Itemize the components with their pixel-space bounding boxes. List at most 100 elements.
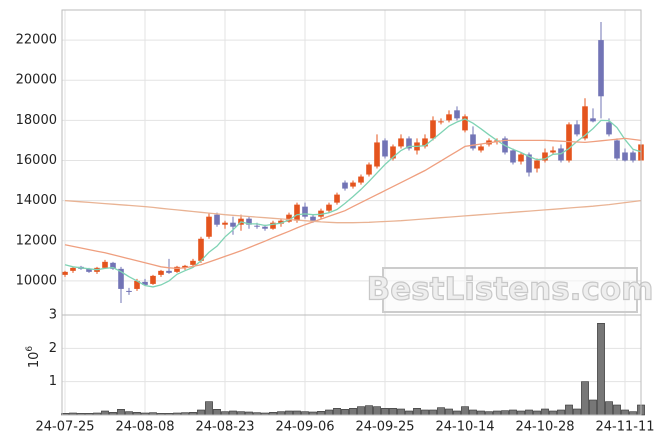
candle-body xyxy=(310,216,316,221)
candle-body xyxy=(206,216,212,237)
candle-body xyxy=(222,222,228,225)
candle-body xyxy=(246,218,252,225)
volume-bar xyxy=(325,409,333,416)
volume-bar xyxy=(349,408,357,416)
volume-bar xyxy=(573,408,581,416)
candle-body xyxy=(534,160,540,169)
volume-bar xyxy=(549,410,557,416)
volume-bar xyxy=(533,410,541,416)
candle-body xyxy=(62,271,68,275)
volume-bar xyxy=(229,410,237,416)
volume-bar xyxy=(389,408,397,416)
volume-bar xyxy=(213,409,221,416)
x-tick-label: 24-08-23 xyxy=(195,420,254,435)
volume-bar xyxy=(437,407,445,416)
volume-bar xyxy=(285,410,293,416)
candle-body xyxy=(302,206,308,217)
candle-body xyxy=(326,204,332,211)
offset-base: 10 xyxy=(27,352,42,369)
x-tick-label: 24-09-06 xyxy=(275,420,334,435)
volume-bar xyxy=(461,406,469,416)
candle-body xyxy=(454,110,460,119)
y-tick-label: 1 xyxy=(49,374,57,389)
volume-bar xyxy=(429,409,437,416)
candle-body xyxy=(478,146,484,151)
candle-body xyxy=(270,222,276,229)
volume-bar xyxy=(493,410,501,416)
candle-body xyxy=(558,148,564,161)
moving-average xyxy=(64,118,642,288)
candle-body xyxy=(230,222,236,227)
volume-bar xyxy=(605,401,613,416)
candle-body xyxy=(422,138,428,147)
x-tick-label: 24-10-14 xyxy=(435,420,494,435)
y-tick-label: 3 xyxy=(49,308,57,323)
candle-body xyxy=(430,120,436,139)
volume-bar xyxy=(117,409,125,416)
candle-body xyxy=(158,270,164,275)
volume-bar xyxy=(373,406,381,416)
candle-body xyxy=(134,280,140,289)
volume-bar xyxy=(357,406,365,416)
moving-average xyxy=(64,137,642,270)
volume-bar xyxy=(397,408,405,416)
candle-body xyxy=(214,214,220,225)
candle-body xyxy=(374,142,380,167)
candle-body xyxy=(182,265,188,268)
volume-bar xyxy=(413,408,421,416)
moving-average xyxy=(64,199,642,224)
candle-body xyxy=(446,114,452,121)
volume-bar xyxy=(621,409,629,416)
volume-bar xyxy=(565,404,573,416)
candle-body xyxy=(278,220,284,224)
y-tick-label: 2 xyxy=(49,341,57,356)
volume-bar xyxy=(293,410,301,416)
candle-body xyxy=(462,116,468,131)
watermark-box xyxy=(382,267,638,313)
volume-bar xyxy=(509,409,517,416)
y-tick-label: 12000 xyxy=(16,233,57,248)
volume-bar xyxy=(469,409,477,416)
candle-body xyxy=(470,134,476,149)
volume-bar xyxy=(197,409,205,416)
volume-panel xyxy=(61,323,645,416)
candle-body xyxy=(366,164,372,175)
candle-body xyxy=(518,154,524,162)
price-panel xyxy=(62,22,644,303)
candle-body xyxy=(102,261,108,268)
grid xyxy=(62,10,641,415)
candle-body xyxy=(550,150,556,153)
candle-body xyxy=(390,146,396,159)
candle-body xyxy=(406,138,412,149)
volume-bar xyxy=(333,408,341,416)
candle-body xyxy=(566,124,572,161)
x-tick-label: 24-08-08 xyxy=(115,420,174,435)
candle-body xyxy=(606,122,612,135)
y-tick-label: 20000 xyxy=(16,73,57,88)
volume-bar xyxy=(421,409,429,416)
volume-bar xyxy=(517,410,525,416)
candle-body xyxy=(342,182,348,189)
volume-bar xyxy=(365,405,373,416)
volume-bar xyxy=(405,410,413,416)
candle-body xyxy=(262,226,268,229)
candle-body xyxy=(590,118,596,122)
candle-body xyxy=(438,121,444,123)
volume-bar xyxy=(541,408,549,416)
x-tick-label: 24-09-25 xyxy=(355,420,414,435)
candle-body xyxy=(150,275,156,284)
candle-body xyxy=(526,154,532,173)
volume-bar xyxy=(589,399,597,416)
candle-body xyxy=(398,138,404,147)
volume-bar xyxy=(453,410,461,416)
volume-bar xyxy=(501,410,509,416)
volume-frame xyxy=(61,314,642,416)
candle-body xyxy=(510,150,516,163)
x-tick-label: 24-10-28 xyxy=(515,420,574,435)
watermark: BestListens.com xyxy=(366,267,654,313)
candle-body xyxy=(350,182,356,187)
offset-exponent: 6 xyxy=(25,346,35,352)
volume-bar xyxy=(445,408,453,416)
candle-body xyxy=(110,262,116,269)
y-tick-label: 10000 xyxy=(16,273,57,288)
